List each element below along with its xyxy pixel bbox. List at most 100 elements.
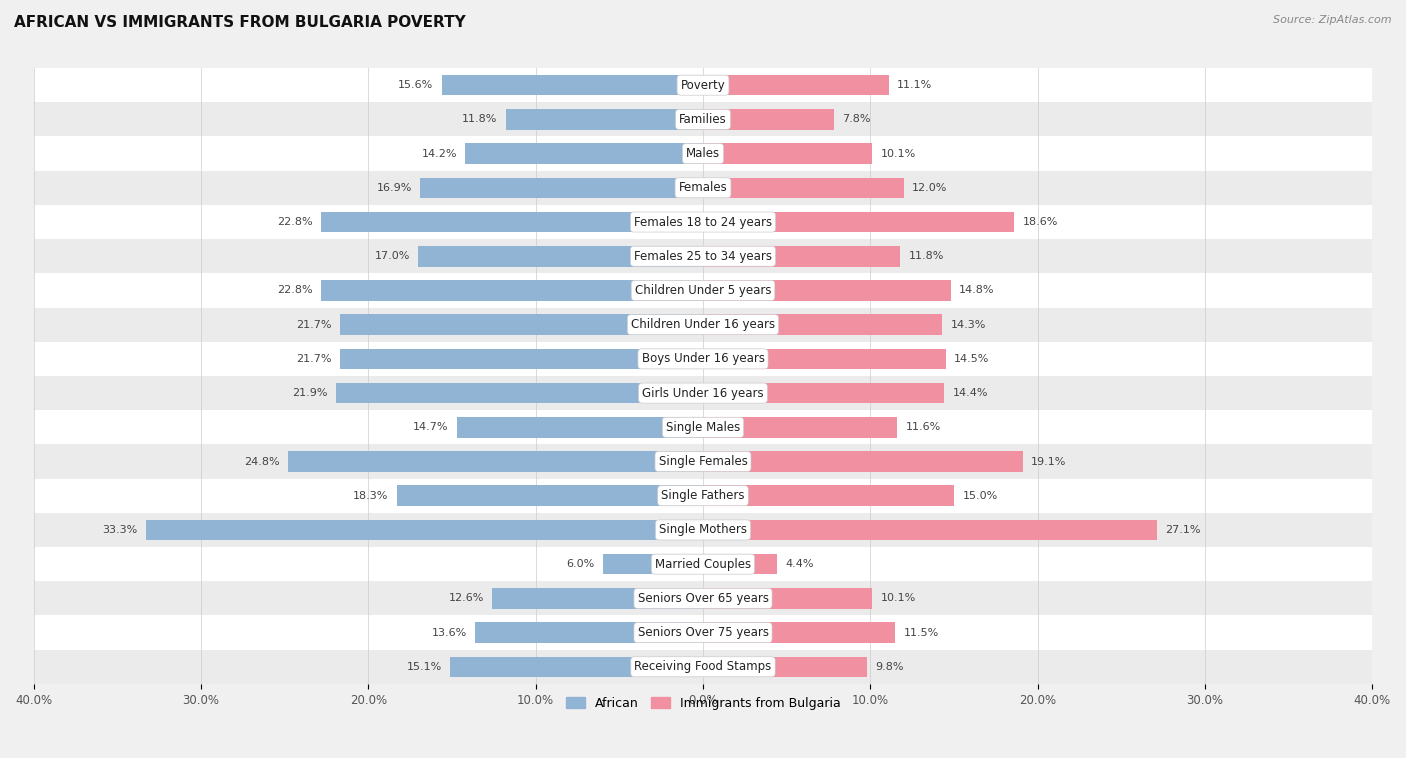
Bar bbox=[34, 650, 1372, 684]
Text: Source: ZipAtlas.com: Source: ZipAtlas.com bbox=[1274, 15, 1392, 25]
Bar bbox=[703, 280, 950, 301]
Text: Receiving Food Stamps: Receiving Food Stamps bbox=[634, 660, 772, 673]
Bar bbox=[703, 211, 1014, 232]
Text: Married Couples: Married Couples bbox=[655, 558, 751, 571]
Text: 14.2%: 14.2% bbox=[422, 149, 457, 158]
Text: 17.0%: 17.0% bbox=[375, 251, 411, 262]
Text: 12.6%: 12.6% bbox=[449, 594, 484, 603]
Text: 18.3%: 18.3% bbox=[353, 490, 388, 501]
Bar bbox=[703, 588, 872, 609]
Bar bbox=[475, 622, 703, 643]
Text: Single Fathers: Single Fathers bbox=[661, 489, 745, 503]
Text: 11.8%: 11.8% bbox=[461, 114, 498, 124]
Text: 10.1%: 10.1% bbox=[880, 594, 915, 603]
Bar bbox=[703, 109, 834, 130]
Bar bbox=[492, 588, 703, 609]
Bar bbox=[396, 485, 703, 506]
Text: 14.3%: 14.3% bbox=[950, 320, 986, 330]
Text: 27.1%: 27.1% bbox=[1166, 525, 1201, 535]
Bar bbox=[34, 513, 1372, 547]
Bar bbox=[34, 581, 1372, 615]
Bar bbox=[34, 342, 1372, 376]
Bar bbox=[34, 376, 1372, 410]
Bar bbox=[457, 417, 703, 437]
Text: Girls Under 16 years: Girls Under 16 years bbox=[643, 387, 763, 399]
Bar bbox=[34, 171, 1372, 205]
Bar bbox=[703, 656, 868, 677]
Text: Boys Under 16 years: Boys Under 16 years bbox=[641, 352, 765, 365]
Text: Single Mothers: Single Mothers bbox=[659, 524, 747, 537]
Text: Seniors Over 75 years: Seniors Over 75 years bbox=[637, 626, 769, 639]
Bar bbox=[146, 520, 703, 540]
Bar bbox=[340, 315, 703, 335]
Bar bbox=[322, 280, 703, 301]
Text: 15.0%: 15.0% bbox=[963, 490, 998, 501]
Text: 21.7%: 21.7% bbox=[295, 354, 332, 364]
Text: Single Females: Single Females bbox=[658, 455, 748, 468]
Text: 14.8%: 14.8% bbox=[959, 286, 994, 296]
Bar bbox=[703, 315, 942, 335]
Bar bbox=[34, 478, 1372, 513]
Bar bbox=[419, 246, 703, 267]
Text: Males: Males bbox=[686, 147, 720, 160]
Bar bbox=[703, 75, 889, 96]
Legend: African, Immigrants from Bulgaria: African, Immigrants from Bulgaria bbox=[561, 691, 845, 715]
Text: 22.8%: 22.8% bbox=[277, 217, 314, 227]
Bar bbox=[34, 547, 1372, 581]
Bar bbox=[340, 349, 703, 369]
Bar bbox=[703, 143, 872, 164]
Text: 21.7%: 21.7% bbox=[295, 320, 332, 330]
Text: 11.5%: 11.5% bbox=[904, 628, 939, 637]
Bar bbox=[703, 349, 946, 369]
Bar bbox=[441, 75, 703, 96]
Bar bbox=[34, 136, 1372, 171]
Text: Families: Families bbox=[679, 113, 727, 126]
Text: Seniors Over 65 years: Seniors Over 65 years bbox=[637, 592, 769, 605]
Text: 19.1%: 19.1% bbox=[1031, 456, 1066, 466]
Text: Poverty: Poverty bbox=[681, 79, 725, 92]
Text: 15.1%: 15.1% bbox=[406, 662, 441, 672]
Text: 11.6%: 11.6% bbox=[905, 422, 941, 432]
Text: Children Under 16 years: Children Under 16 years bbox=[631, 318, 775, 331]
Bar bbox=[34, 239, 1372, 274]
Text: 4.4%: 4.4% bbox=[785, 559, 814, 569]
Bar bbox=[506, 109, 703, 130]
Bar bbox=[465, 143, 703, 164]
Bar bbox=[703, 246, 900, 267]
Text: Single Males: Single Males bbox=[666, 421, 740, 434]
Text: 18.6%: 18.6% bbox=[1022, 217, 1059, 227]
Bar bbox=[703, 417, 897, 437]
Bar bbox=[336, 383, 703, 403]
Text: 15.6%: 15.6% bbox=[398, 80, 433, 90]
Text: 12.0%: 12.0% bbox=[912, 183, 948, 193]
Bar bbox=[34, 205, 1372, 239]
Text: 9.8%: 9.8% bbox=[876, 662, 904, 672]
Bar bbox=[34, 444, 1372, 478]
Bar bbox=[420, 177, 703, 198]
Text: 14.4%: 14.4% bbox=[952, 388, 988, 398]
Text: 21.9%: 21.9% bbox=[292, 388, 328, 398]
Bar bbox=[703, 177, 904, 198]
Text: Females: Females bbox=[679, 181, 727, 194]
Text: Children Under 5 years: Children Under 5 years bbox=[634, 284, 772, 297]
Bar bbox=[703, 383, 943, 403]
Text: 11.8%: 11.8% bbox=[908, 251, 945, 262]
Bar bbox=[34, 102, 1372, 136]
Text: 24.8%: 24.8% bbox=[245, 456, 280, 466]
Text: 7.8%: 7.8% bbox=[842, 114, 870, 124]
Bar bbox=[34, 615, 1372, 650]
Bar bbox=[450, 656, 703, 677]
Text: Females 25 to 34 years: Females 25 to 34 years bbox=[634, 249, 772, 263]
Bar bbox=[703, 485, 955, 506]
Text: 14.7%: 14.7% bbox=[413, 422, 449, 432]
Bar bbox=[322, 211, 703, 232]
Text: 33.3%: 33.3% bbox=[103, 525, 138, 535]
Bar bbox=[603, 554, 703, 575]
Bar bbox=[34, 68, 1372, 102]
Text: 13.6%: 13.6% bbox=[432, 628, 467, 637]
Text: AFRICAN VS IMMIGRANTS FROM BULGARIA POVERTY: AFRICAN VS IMMIGRANTS FROM BULGARIA POVE… bbox=[14, 15, 465, 30]
Bar bbox=[703, 520, 1157, 540]
Bar bbox=[34, 308, 1372, 342]
Bar bbox=[703, 622, 896, 643]
Text: 6.0%: 6.0% bbox=[567, 559, 595, 569]
